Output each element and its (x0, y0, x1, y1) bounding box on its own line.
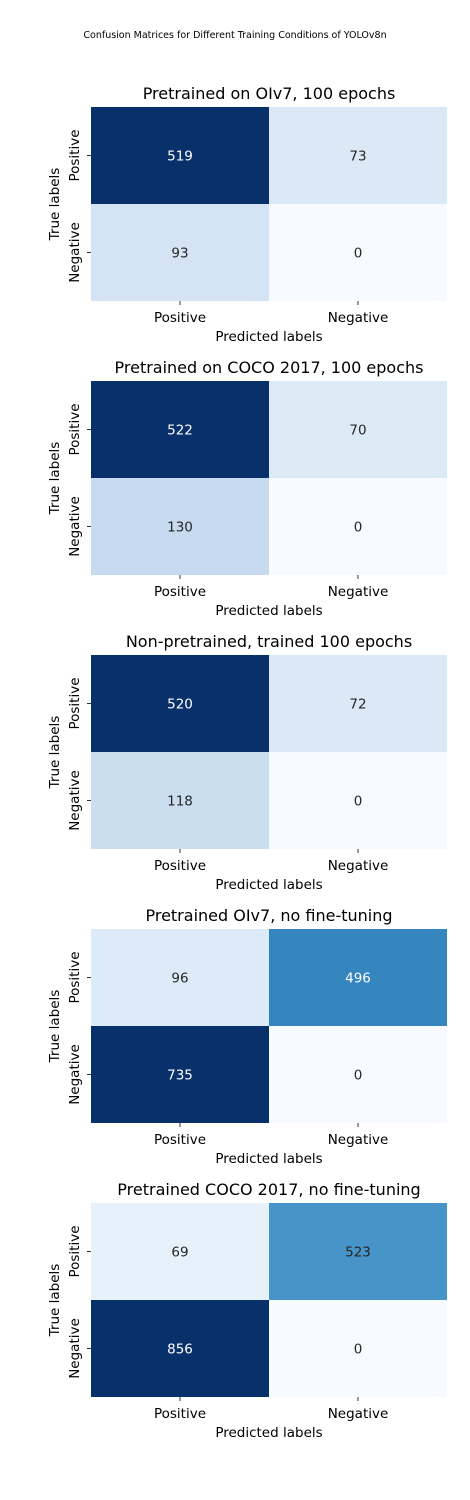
cell-value-label: 93 (171, 246, 188, 262)
cell-value-label: 70 (349, 423, 366, 439)
y-tick-label: Positive (67, 129, 83, 181)
heatmap-cell (91, 752, 269, 849)
x-tick-label: Negative (328, 1406, 389, 1422)
heatmap-cell (91, 655, 269, 752)
heatmap-cell (269, 929, 447, 1026)
x-axis-label: Predicted labels (215, 329, 322, 345)
heatmap-cell (91, 478, 269, 575)
x-tick-label: Negative (328, 584, 389, 600)
x-tick-label: Negative (328, 858, 389, 874)
heatmap-cell (269, 1026, 447, 1123)
y-tick-label: Negative (67, 1044, 83, 1105)
heatmap-cell (269, 655, 447, 752)
figure-suptitle: Confusion Matrices for Different Trainin… (83, 30, 386, 41)
panel-title: Pretrained on OIv7, 100 epochs (143, 84, 396, 103)
x-tick-label: Positive (154, 1406, 206, 1422)
x-tick-label: Positive (154, 858, 206, 874)
cell-value-label: 0 (354, 794, 363, 810)
heatmap-cell (91, 107, 269, 204)
cell-value-label: 0 (354, 246, 363, 262)
confusion-matrix-panel: Pretrained OIv7, no fine-tuning 96 496 735 0… (47, 906, 447, 1167)
y-axis-label: True labels (47, 168, 63, 242)
y-tick-label: Negative (67, 496, 83, 557)
heatmap-cell (269, 204, 447, 301)
cell-value-label: 96 (171, 971, 188, 987)
heatmap-cell (91, 1026, 269, 1123)
cell-value-label: 735 (167, 1068, 193, 1084)
y-tick-label: Positive (67, 1225, 83, 1277)
cell-value-label: 519 (167, 149, 193, 165)
panel-title: Non-pretrained, trained 100 epochs (126, 632, 412, 651)
cell-value-label: 0 (354, 520, 363, 536)
y-tick-label: Positive (67, 951, 83, 1003)
x-axis-label: Predicted labels (215, 877, 322, 893)
cell-value-label: 522 (167, 423, 193, 439)
x-axis-label: Predicted labels (215, 1151, 322, 1167)
heatmap-cell (91, 929, 269, 1026)
cell-value-label: 0 (354, 1068, 363, 1084)
y-tick-label: Positive (67, 403, 83, 455)
y-tick-label: Negative (67, 770, 83, 831)
heatmap-cell (91, 204, 269, 301)
x-axis-label: Predicted labels (215, 603, 322, 619)
y-axis-label: True labels (47, 1264, 63, 1338)
y-tick-label: Negative (67, 222, 83, 283)
heatmap-cell (269, 478, 447, 575)
x-tick-label: Positive (154, 310, 206, 326)
y-axis-label: True labels (47, 442, 63, 516)
cell-value-label: 0 (354, 1342, 363, 1358)
y-axis-label: True labels (47, 716, 63, 790)
x-tick-label: Negative (328, 310, 389, 326)
x-tick-label: Positive (154, 1132, 206, 1148)
panel-title: Pretrained on COCO 2017, 100 epochs (115, 358, 424, 377)
confusion-matrix-panel: Pretrained on OIv7, 100 epochs 519 73 93 0 Po… (47, 84, 447, 345)
x-tick-label: Positive (154, 584, 206, 600)
confusion-matrix-panel: Non-pretrained, trained 100 epochs 520 72 1… (47, 632, 447, 893)
cell-value-label: 73 (349, 149, 366, 165)
cell-value-label: 523 (345, 1245, 371, 1261)
y-tick-label: Positive (67, 677, 83, 729)
heatmap-cell (269, 381, 447, 478)
cell-value-label: 69 (171, 1245, 188, 1261)
heatmap-cell (269, 107, 447, 204)
panel-title: Pretrained COCO 2017, no fine-tuning (117, 1180, 420, 1199)
x-tick-label: Negative (328, 1132, 389, 1148)
confusion-matrix-panel: Pretrained on COCO 2017, 100 epochs 522 70… (47, 358, 447, 619)
cell-value-label: 118 (167, 794, 193, 810)
heatmap-cell (91, 381, 269, 478)
heatmap-cell (269, 1300, 447, 1397)
heatmap-cell (269, 1203, 447, 1300)
cell-value-label: 72 (349, 697, 366, 713)
y-axis-label: True labels (47, 990, 63, 1064)
cell-value-label: 520 (167, 697, 193, 713)
x-axis-label: Predicted labels (215, 1425, 322, 1441)
heatmap-cell (91, 1203, 269, 1300)
cell-value-label: 496 (345, 971, 371, 987)
heatmap-cell (269, 752, 447, 849)
panel-title: Pretrained OIv7, no fine-tuning (145, 906, 392, 925)
cell-value-label: 130 (167, 520, 193, 536)
cell-value-label: 856 (167, 1342, 193, 1358)
heatmap-cell (91, 1300, 269, 1397)
y-tick-label: Negative (67, 1318, 83, 1379)
confusion-matrix-panel: Pretrained COCO 2017, no fine-tuning 69 52… (47, 1180, 447, 1441)
